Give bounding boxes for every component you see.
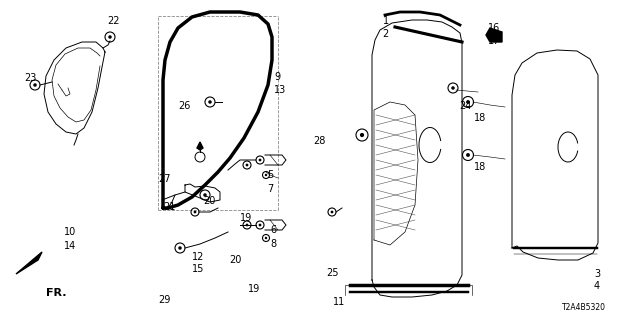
Text: 1: 1 [383,16,389,26]
Text: 19: 19 [248,284,260,294]
Circle shape [451,86,455,90]
Text: T2A4B5320: T2A4B5320 [562,303,606,312]
Text: 18: 18 [474,113,486,124]
Polygon shape [486,28,502,42]
Text: 12: 12 [192,252,204,262]
Text: 6: 6 [270,225,276,236]
Text: 15: 15 [192,264,204,275]
Text: 5: 5 [268,170,274,180]
Circle shape [259,224,261,227]
Text: 16: 16 [488,23,500,33]
Text: 7: 7 [268,184,274,194]
Circle shape [265,237,268,239]
Text: 20: 20 [204,196,216,206]
Circle shape [179,246,182,250]
Text: 4: 4 [594,281,600,292]
Circle shape [246,224,248,227]
Text: 23: 23 [24,73,36,84]
Circle shape [193,211,196,213]
Text: 29: 29 [159,295,171,305]
Circle shape [331,211,333,213]
Text: 22: 22 [108,16,120,26]
Text: 11: 11 [333,297,345,308]
Text: 14: 14 [64,241,76,252]
Circle shape [108,35,112,39]
Text: 10: 10 [64,227,76,237]
Circle shape [246,164,248,166]
Text: 27: 27 [159,174,172,184]
Text: 18: 18 [474,162,486,172]
Text: 25: 25 [326,268,339,278]
Text: 26: 26 [178,100,190,111]
Text: 3: 3 [594,268,600,279]
Circle shape [360,133,364,137]
Circle shape [259,159,261,161]
Text: 19: 19 [240,212,252,223]
Text: 2: 2 [383,28,389,39]
Polygon shape [16,252,42,274]
Circle shape [33,83,36,87]
Circle shape [204,193,207,197]
Text: 21: 21 [163,202,175,212]
Text: 17: 17 [488,36,500,46]
Text: 24: 24 [460,101,472,111]
Circle shape [466,100,470,104]
Text: 20: 20 [229,255,241,265]
Text: 9: 9 [274,72,280,82]
Circle shape [466,153,470,157]
Circle shape [208,100,212,104]
Text: 13: 13 [274,85,286,95]
Polygon shape [197,142,203,150]
Text: 8: 8 [270,239,276,249]
Circle shape [265,174,268,176]
Text: 28: 28 [314,136,326,147]
Text: FR.: FR. [46,288,67,298]
